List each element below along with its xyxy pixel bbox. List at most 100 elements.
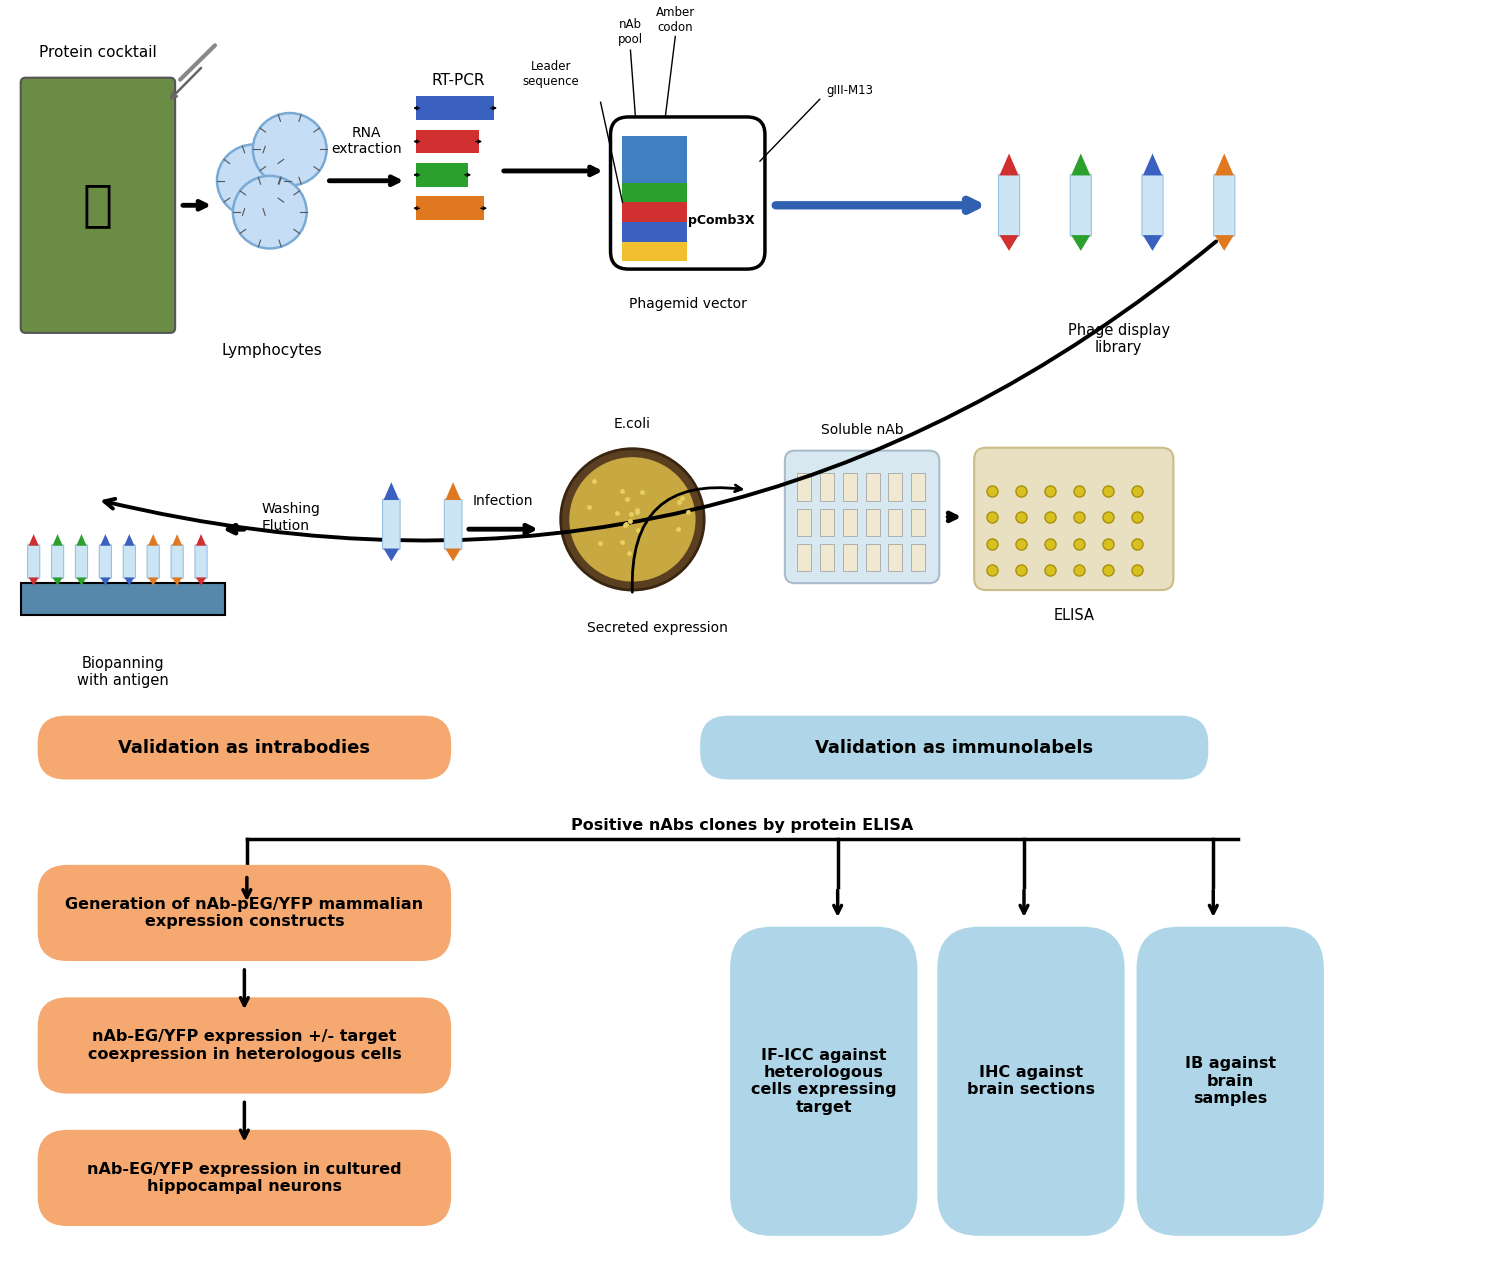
Circle shape — [232, 176, 306, 248]
Bar — [912, 474, 926, 500]
Bar — [416, 97, 494, 120]
FancyBboxPatch shape — [75, 545, 87, 578]
FancyBboxPatch shape — [1137, 927, 1324, 1236]
Bar — [865, 509, 879, 536]
Text: Secreted expression: Secreted expression — [586, 621, 728, 635]
Text: RT-PCR: RT-PCR — [432, 73, 484, 88]
FancyBboxPatch shape — [27, 545, 39, 578]
FancyBboxPatch shape — [38, 715, 451, 779]
Polygon shape — [1143, 236, 1162, 251]
FancyBboxPatch shape — [99, 545, 111, 578]
Text: Validation as immunolabels: Validation as immunolabels — [815, 738, 1094, 756]
FancyBboxPatch shape — [171, 545, 183, 578]
FancyBboxPatch shape — [444, 499, 462, 550]
Text: IHC against
brain sections: IHC against brain sections — [968, 1066, 1095, 1097]
Polygon shape — [172, 535, 182, 546]
Text: ELISA: ELISA — [1053, 607, 1095, 622]
Polygon shape — [148, 578, 159, 586]
Polygon shape — [28, 535, 39, 546]
Text: RNA
extraction: RNA extraction — [332, 126, 402, 157]
Bar — [843, 544, 856, 572]
Text: nAb-EG/YFP expression +/- target
coexpression in heterologous cells: nAb-EG/YFP expression +/- target coexpre… — [87, 1030, 402, 1062]
FancyBboxPatch shape — [382, 499, 400, 550]
Polygon shape — [124, 535, 135, 546]
Polygon shape — [76, 578, 87, 586]
Text: nAb
pool: nAb pool — [618, 18, 644, 46]
Polygon shape — [100, 578, 111, 586]
Polygon shape — [148, 535, 159, 546]
Bar — [843, 474, 856, 500]
Bar — [796, 509, 812, 536]
Text: Phage display
library: Phage display library — [1068, 323, 1170, 355]
Bar — [416, 163, 468, 187]
Polygon shape — [100, 535, 111, 546]
Bar — [819, 474, 834, 500]
Text: gIII-M13: gIII-M13 — [827, 84, 873, 97]
Bar — [622, 136, 687, 183]
FancyBboxPatch shape — [938, 927, 1125, 1236]
Bar — [912, 544, 926, 572]
Bar — [819, 509, 834, 536]
Bar — [796, 474, 812, 500]
FancyBboxPatch shape — [38, 864, 451, 961]
FancyBboxPatch shape — [123, 545, 135, 578]
Polygon shape — [76, 535, 87, 546]
Polygon shape — [1215, 154, 1234, 176]
Text: IB against
brain
samples: IB against brain samples — [1185, 1057, 1276, 1106]
Polygon shape — [124, 578, 135, 586]
Bar — [888, 509, 903, 536]
Text: Positive nAbs clones by protein ELISA: Positive nAbs clones by protein ELISA — [572, 819, 914, 833]
Circle shape — [254, 113, 327, 186]
Circle shape — [561, 448, 704, 591]
Text: nAb-EG/YFP expression in cultured
hippocampal neurons: nAb-EG/YFP expression in cultured hippoc… — [87, 1162, 402, 1194]
Text: E.coli: E.coli — [614, 418, 651, 432]
Polygon shape — [1143, 154, 1162, 176]
Text: Generation of nAb-pEG/YFP mammalian
expression constructs: Generation of nAb-pEG/YFP mammalian expr… — [66, 896, 423, 929]
Bar — [21, 583, 225, 615]
Polygon shape — [446, 549, 460, 561]
Polygon shape — [1071, 236, 1090, 251]
Text: pComb3X: pComb3X — [688, 214, 754, 227]
Circle shape — [570, 457, 696, 582]
Bar — [416, 130, 478, 153]
FancyBboxPatch shape — [147, 545, 159, 578]
FancyBboxPatch shape — [21, 78, 176, 332]
Polygon shape — [384, 549, 399, 561]
Bar — [865, 544, 879, 572]
Bar — [843, 509, 856, 536]
FancyBboxPatch shape — [38, 1130, 451, 1226]
Polygon shape — [28, 578, 39, 586]
Bar — [865, 474, 879, 500]
Polygon shape — [196, 578, 206, 586]
Bar — [622, 234, 687, 261]
FancyBboxPatch shape — [784, 451, 939, 583]
Bar — [888, 544, 903, 572]
Polygon shape — [999, 236, 1018, 251]
Text: Lymphocytes: Lymphocytes — [222, 342, 322, 358]
Polygon shape — [53, 578, 63, 586]
Bar — [888, 474, 903, 500]
FancyBboxPatch shape — [610, 117, 765, 269]
Text: Phagemid vector: Phagemid vector — [628, 297, 747, 311]
Polygon shape — [1071, 154, 1090, 176]
FancyBboxPatch shape — [195, 545, 207, 578]
FancyBboxPatch shape — [1142, 174, 1162, 236]
Text: Soluble nAb: Soluble nAb — [821, 423, 903, 437]
FancyBboxPatch shape — [999, 174, 1020, 236]
Bar — [622, 174, 687, 202]
Polygon shape — [172, 578, 182, 586]
Text: Infection: Infection — [472, 494, 532, 508]
Polygon shape — [446, 482, 460, 500]
Polygon shape — [384, 482, 399, 500]
FancyBboxPatch shape — [1070, 174, 1092, 236]
FancyBboxPatch shape — [51, 545, 63, 578]
Bar — [796, 544, 812, 572]
Text: IF-ICC against
heterologous
cells expressing
target: IF-ICC against heterologous cells expres… — [752, 1048, 897, 1115]
Bar — [416, 196, 484, 220]
Text: Amber
codon: Amber codon — [656, 5, 694, 33]
Text: Washing
Elution: Washing Elution — [262, 503, 321, 532]
FancyBboxPatch shape — [38, 997, 451, 1094]
Circle shape — [217, 144, 291, 218]
Bar — [622, 214, 687, 242]
FancyBboxPatch shape — [974, 448, 1173, 591]
